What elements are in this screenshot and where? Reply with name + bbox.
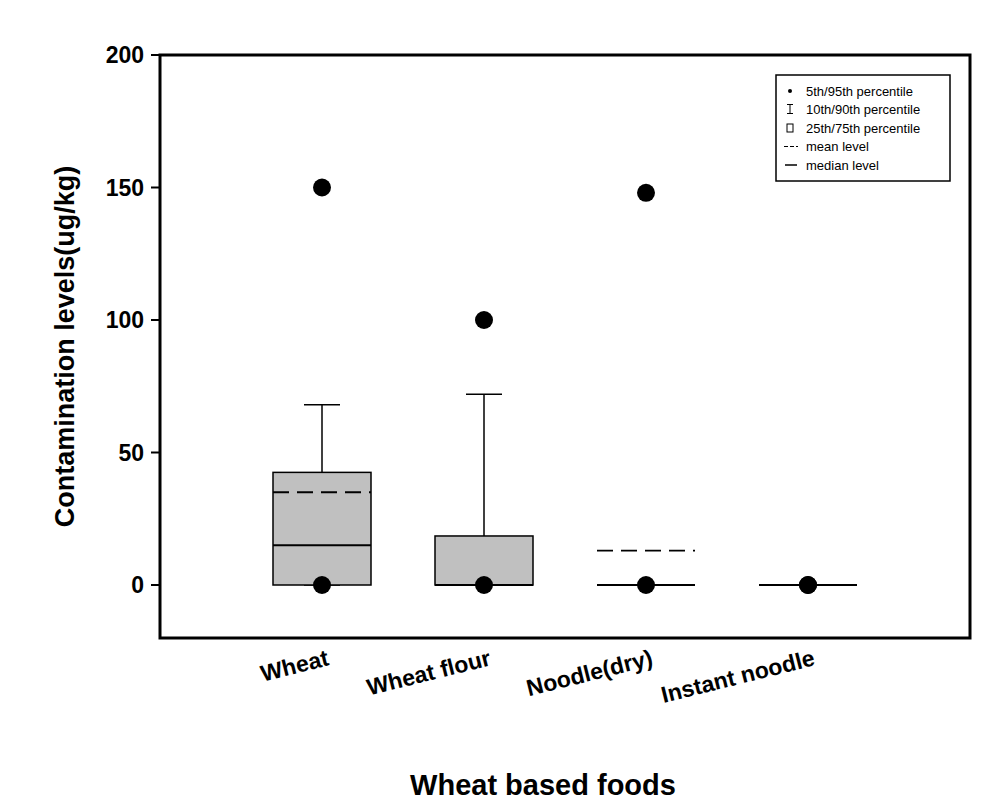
box: [273, 472, 371, 585]
legend-label: 5th/95th percentile: [806, 84, 913, 99]
legend-symbol: [784, 146, 798, 147]
mean-line: [597, 550, 695, 552]
legend-box: [776, 75, 950, 181]
x-axis-label: Wheat based foods: [410, 769, 676, 801]
y-tick: [151, 584, 160, 586]
p95-dot: [637, 184, 655, 202]
y-tick: [151, 54, 160, 56]
y-tick: [151, 187, 160, 189]
x-tick-label: Wheat flour: [364, 645, 493, 701]
legend-symbol: [790, 105, 791, 114]
y-tick-label: 50: [118, 440, 144, 466]
p5-dot: [637, 576, 655, 594]
whisker: [321, 405, 323, 473]
whisker: [483, 394, 485, 536]
x-tick-label: Instant noodle: [658, 645, 817, 708]
legend-label: 10th/90th percentile: [806, 102, 920, 117]
x-tick-label: Noodle(dry): [524, 645, 656, 701]
p95-dot: [313, 179, 331, 197]
plot-area: [273, 179, 857, 595]
median-line: [273, 544, 371, 546]
whisker-cap: [304, 404, 340, 406]
p95-dot: [475, 311, 493, 329]
legend-symbol: [788, 89, 792, 93]
legend-label: 25th/75th percentile: [806, 121, 920, 136]
legend: 5th/95th percentile 10th/90th percentile 2…: [776, 75, 950, 181]
chart: 0 50 100 150 200 Contamination levels(ug/kg) W…: [0, 0, 1008, 810]
legend-symbol: [785, 164, 797, 166]
y-tick: [151, 319, 160, 321]
y-tick: [151, 452, 160, 454]
plot-frame: [160, 55, 970, 638]
x-tick-label: Wheat: [258, 645, 332, 687]
y-axis-label: Contamination levels(ug/kg): [50, 166, 80, 528]
mean-line: [273, 491, 371, 493]
p5-dot: [475, 576, 493, 594]
y-tick-label: 0: [131, 572, 144, 598]
y-tick-label: 200: [106, 42, 144, 68]
y-tick-label: 150: [106, 175, 144, 201]
y-tick-label: 100: [106, 307, 144, 333]
p95-dot: [799, 576, 817, 594]
p5-dot: [799, 576, 817, 594]
legend-symbol: [787, 104, 793, 105]
legend-symbol: [787, 113, 793, 114]
legend-label: median level: [806, 158, 879, 173]
whisker-cap: [466, 393, 502, 395]
legend-symbol: [787, 124, 793, 132]
legend-label: mean level: [806, 139, 869, 154]
p5-dot: [313, 576, 331, 594]
